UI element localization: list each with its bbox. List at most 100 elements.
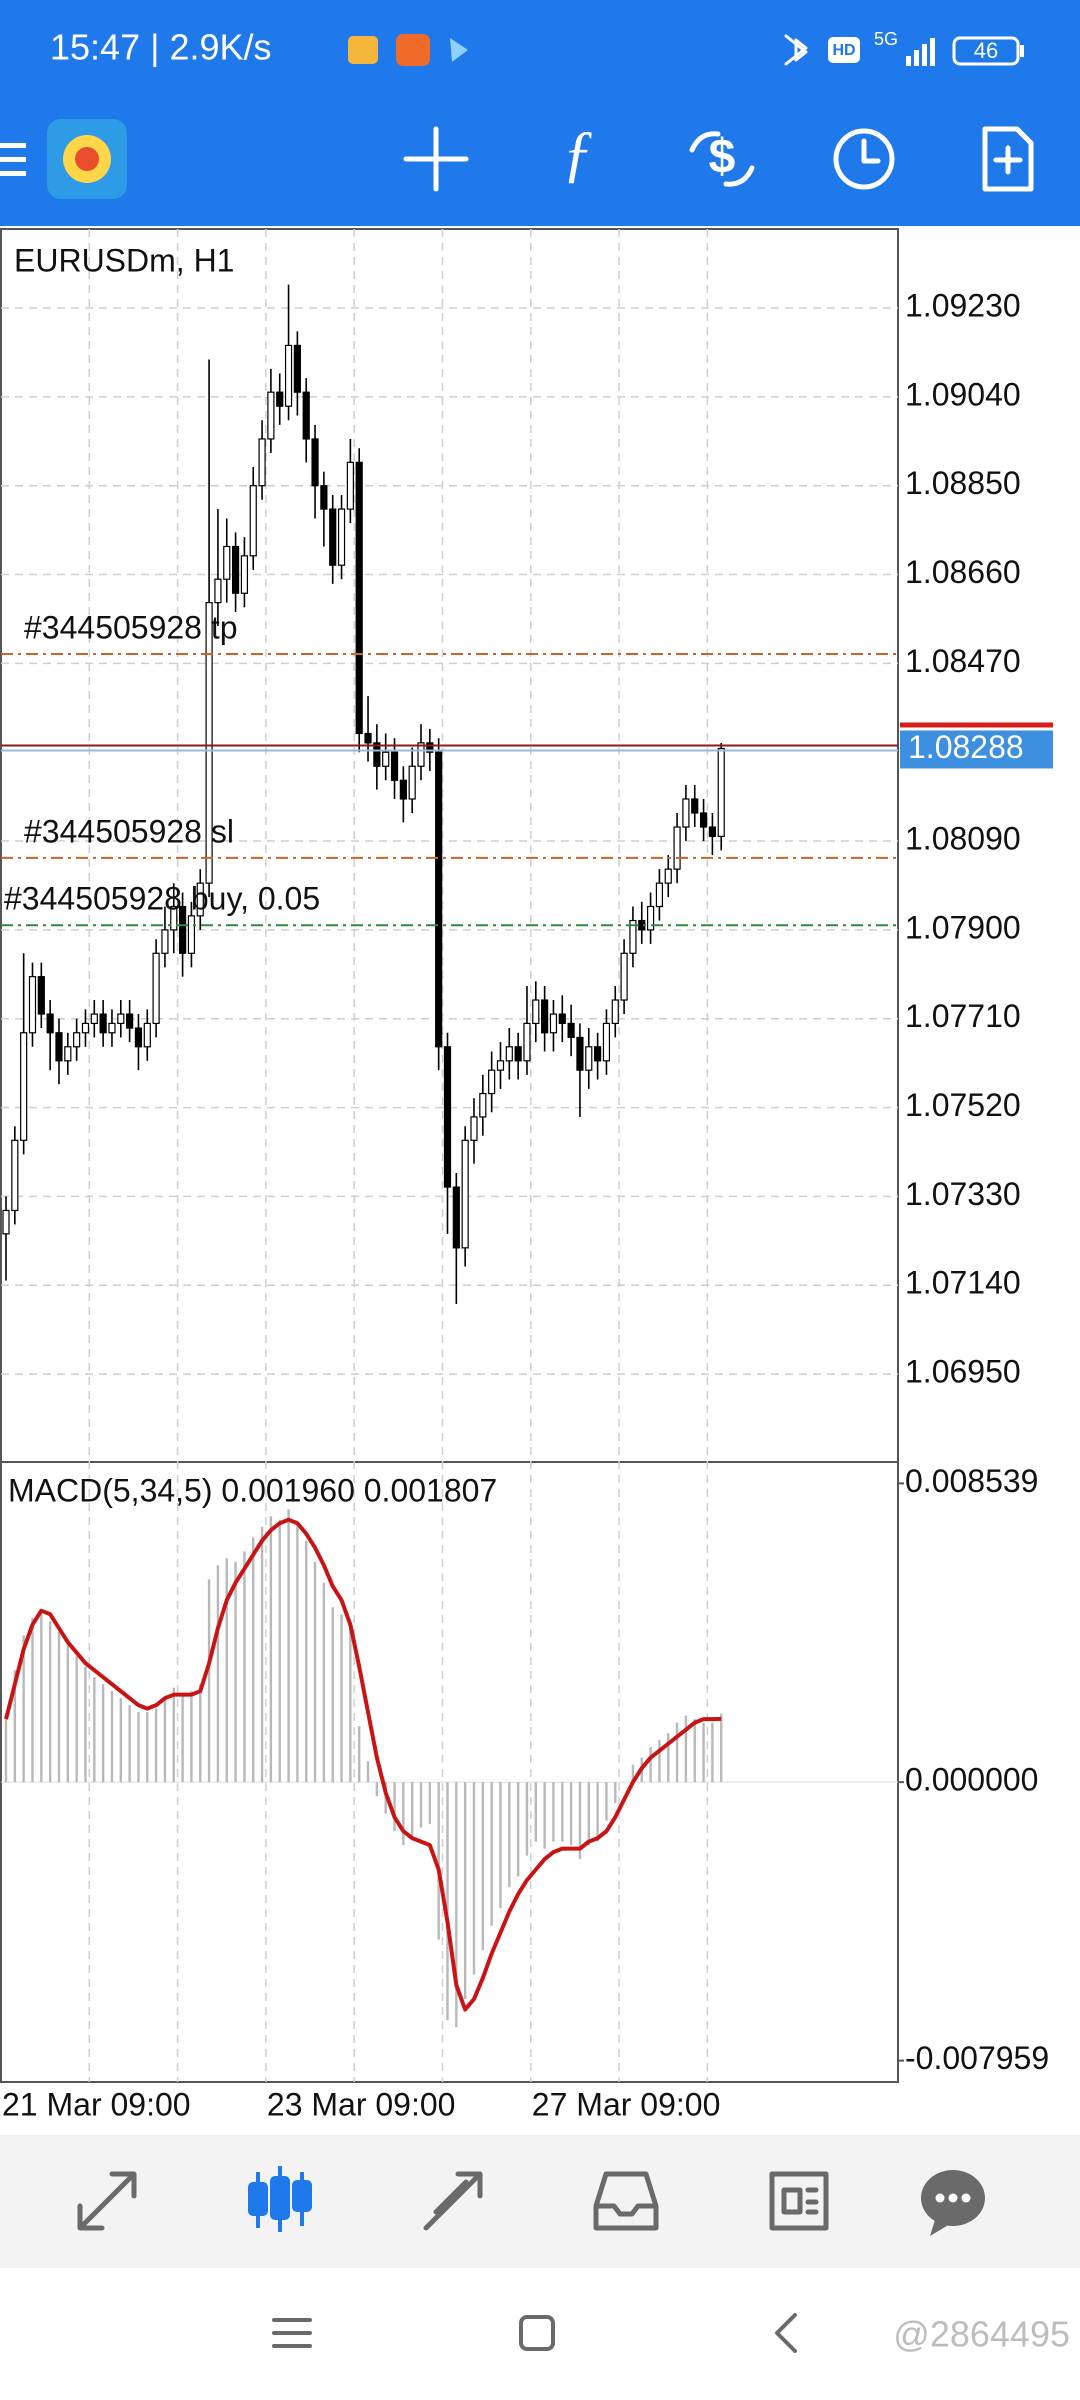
y-tick-label: 0.008539 [905, 1463, 1038, 1499]
candle-body [655, 882, 664, 908]
price-badge-label: 1.08288 [908, 729, 1024, 765]
y-tick-label: 1.07330 [905, 1176, 1021, 1212]
trade-tab[interactable] [423, 2171, 483, 2231]
chart-tab[interactable] [248, 2166, 312, 2232]
candle-body [691, 798, 699, 814]
candle-body [126, 1013, 134, 1029]
candle-body [2, 1209, 10, 1235]
nav-home[interactable] [519, 2315, 555, 2351]
candle-body [134, 1027, 143, 1048]
candle-body [346, 461, 354, 510]
y-tick-label: 1.06950 [905, 1354, 1021, 1390]
status-icon [450, 38, 468, 62]
candle-body [602, 1022, 611, 1062]
candle-body [461, 1139, 469, 1249]
candle-body [585, 1046, 593, 1071]
y-tick-label: 0.000000 [905, 1762, 1038, 1798]
y-tick-label: 1.08850 [905, 465, 1021, 501]
candle-body [567, 1022, 575, 1039]
candle-body [417, 742, 425, 767]
timeframe-button[interactable] [833, 128, 895, 190]
candle-body [108, 1022, 116, 1034]
candle-body [11, 1139, 19, 1212]
candle-body [196, 882, 204, 917]
watermark: @2864495 [893, 2314, 1070, 2355]
nav-menu[interactable] [272, 2318, 312, 2348]
candle-body [470, 1116, 478, 1141]
candle-body [152, 952, 160, 1025]
y-tick-label: 1.07900 [905, 909, 1021, 945]
candle-body [708, 826, 717, 837]
menu-button[interactable] [0, 143, 26, 176]
candle-body [170, 905, 178, 931]
candle-body [99, 1013, 107, 1034]
candle-body [541, 999, 549, 1034]
candle-body [514, 1046, 522, 1062]
candle-body [117, 1013, 125, 1025]
candle-body [284, 344, 293, 407]
x-tick-label: 21 Mar 09:00 [2, 2086, 191, 2122]
quotes-tab[interactable] [77, 2171, 137, 2231]
trade-button[interactable]: $ [689, 131, 755, 187]
candle-body [90, 1013, 98, 1025]
price-badge [900, 730, 1053, 769]
candle-body [549, 1013, 558, 1034]
candle-body [311, 438, 319, 487]
tab-bar [0, 2135, 1080, 2268]
candle-body [426, 742, 434, 753]
candle-body [558, 1013, 566, 1025]
candle-body [64, 1046, 72, 1062]
bluetooth-icon [784, 34, 808, 66]
nav-back[interactable] [775, 2313, 797, 2353]
app-logo[interactable] [47, 119, 127, 199]
candle-body [532, 999, 540, 1025]
candle-body [55, 1032, 63, 1062]
chart-title: EURUSDm, H1 [14, 242, 234, 278]
candle-body [479, 1092, 487, 1118]
candle-body [646, 905, 655, 931]
macd-pane [0, 1461, 899, 2083]
y-tick-label: -0.007959 [905, 2040, 1049, 2076]
ask-marker [900, 722, 1053, 728]
macd-title: MACD(5,34,5) 0.001960 0.001807 [8, 1472, 497, 1508]
candle-body [452, 1186, 460, 1249]
order-label: #344505928 buy, 0.05 [4, 881, 320, 917]
candle-body [28, 976, 37, 1034]
candle-body [408, 765, 416, 800]
candle-body [161, 929, 169, 954]
y-tick-label: 1.08660 [905, 554, 1021, 590]
battery-tip [1020, 45, 1024, 57]
objects-button[interactable] [982, 126, 1034, 192]
candle-body [443, 1046, 452, 1188]
x-tick-label: 23 Mar 09:00 [267, 2086, 456, 2122]
candle-body [373, 742, 381, 767]
candle-body [664, 868, 672, 884]
y-tick-label: 1.08470 [905, 643, 1021, 679]
candle-body [240, 555, 249, 594]
indicators-button[interactable]: ƒ [562, 118, 594, 189]
candle-body [682, 798, 690, 828]
battery-label: 46 [974, 38, 998, 63]
candle-body [73, 1032, 81, 1048]
news-tab[interactable] [769, 2171, 829, 2231]
battery [952, 36, 1020, 66]
candle-body [293, 344, 301, 393]
candle-body [399, 779, 407, 800]
chat-tab[interactable] [921, 2170, 985, 2236]
signal-line [4, 1517, 722, 2012]
candle-body [231, 545, 240, 594]
candle-body [337, 508, 346, 566]
candle-body [699, 812, 708, 828]
candle-body [496, 1060, 505, 1071]
y-tick-label: 1.07140 [905, 1265, 1021, 1301]
history-tab[interactable] [593, 2171, 659, 2231]
candle-body [267, 391, 275, 440]
crosshair-button[interactable] [403, 126, 469, 192]
candle-body [629, 919, 637, 954]
candle-body [717, 747, 725, 837]
candle-body [611, 999, 619, 1025]
candle-body [187, 915, 196, 954]
y-tick-label: 1.07520 [905, 1087, 1021, 1123]
svg-text:ƒ: ƒ [562, 118, 594, 189]
